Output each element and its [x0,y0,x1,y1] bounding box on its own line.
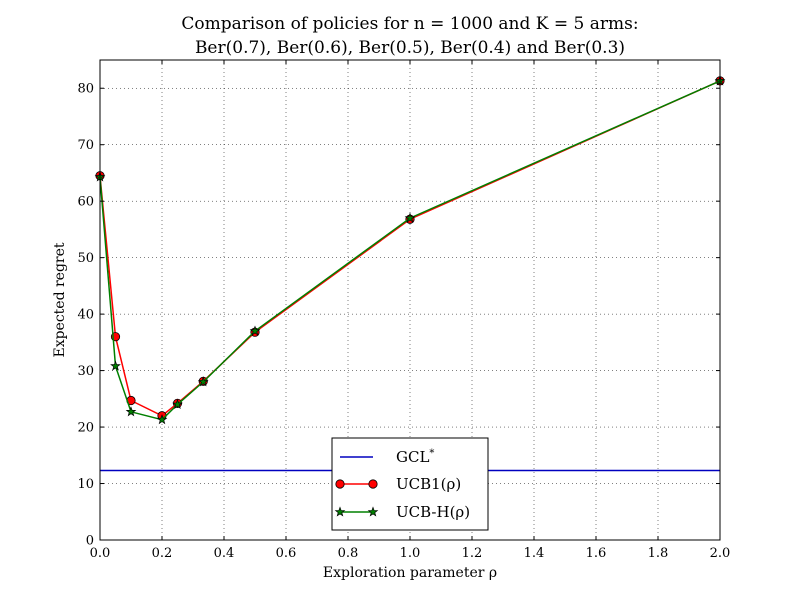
legend-marker-ucb1 [335,479,345,489]
x-tick-label: 1.8 [648,546,669,561]
y-tick-label: 70 [77,138,94,153]
y-tick-label: 60 [77,195,94,210]
x-tick-label: 2.0 [710,546,731,561]
x-tick-label: 0.4 [214,546,235,561]
y-tick-label: 0 [86,534,94,549]
data-point-ucbh [172,398,183,410]
data-point-ucbh [125,406,137,417]
x-tick-label: 0.2 [152,546,173,561]
grid [100,60,720,540]
chart-title-line-2: Ber(0.7), Ber(0.6), Ber(0.5), Ber(0.4) a… [195,38,625,58]
x-tick-label: 0.0 [90,546,111,561]
legend-label-ucbh: UCB-H(ρ) [396,503,470,521]
y-tick-label: 40 [77,308,94,323]
x-tick-label: 1.2 [462,546,483,561]
y-tick-label: 10 [77,477,94,492]
legend-marker-ucb1 [368,479,378,489]
x-tick-label: 1.6 [586,546,607,561]
y-axis-label: Expected regret [52,242,68,357]
data-point-ucbh [249,325,261,336]
data-point-ucbh [156,414,168,425]
x-tick-label: 1.0 [400,546,421,561]
y-tick-label: 80 [77,82,94,97]
legend-label-gcl: GCL* [396,448,434,466]
legend-markers-ucbh [334,506,379,517]
plot-series [94,75,726,472]
data-point-ucbh [404,212,416,223]
axis-ticks: 0.0 0.2 0.4 0.6 0.8 1.0 1.2 1.4 1.6 1.8 2.0 0 10 20 30… [77,60,730,561]
chart-title-line-1: Comparison of policies for n = 1000 and … [181,14,638,34]
legend-marker-ucbh [334,506,346,517]
x-tick-label: 0.6 [276,546,297,561]
legend-label-ucb1: UCB1(ρ) [396,475,461,493]
x-axis-label: Exploration parameter ρ [323,565,497,581]
data-point-ucbh [110,360,121,371]
x-tick-label: 1.4 [524,546,545,561]
data-point-ucbh [197,376,209,387]
legend-marker-ucbh [367,506,379,517]
x-tick-label: 0.8 [338,546,359,561]
y-tick-label: 50 [77,251,94,266]
y-tick-label: 20 [77,421,94,436]
y-tick-label: 30 [77,364,94,379]
legend: GCL* UCB1(ρ) UCB-H(ρ) [331,437,489,531]
